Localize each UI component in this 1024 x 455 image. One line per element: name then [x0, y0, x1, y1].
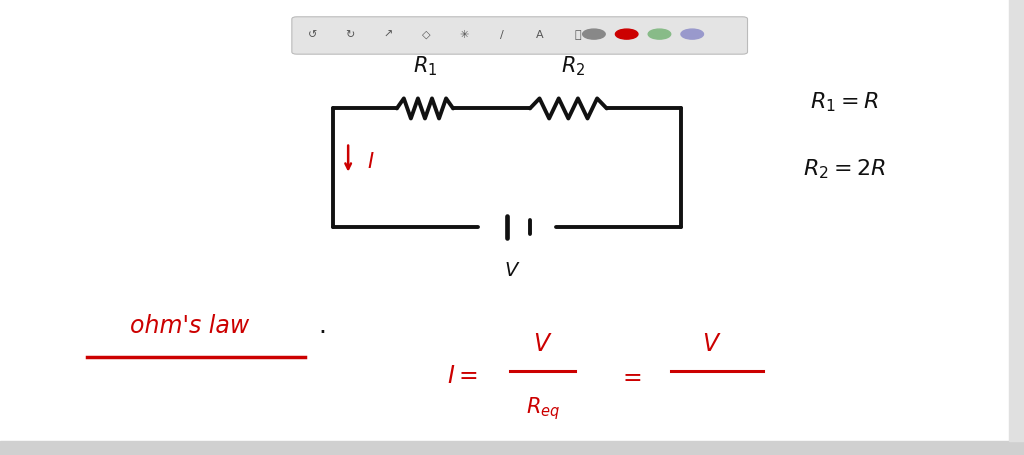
Bar: [0, 441, 1024, 455]
Text: ◇: ◇: [422, 30, 430, 40]
Bar: [1009, 0, 1024, 441]
Circle shape: [648, 30, 671, 40]
Circle shape: [615, 30, 638, 40]
Text: ohm's law: ohm's law: [130, 313, 249, 337]
Text: ↻: ↻: [345, 30, 355, 40]
Text: $R_1 = R$: $R_1 = R$: [810, 91, 880, 114]
Text: $V$: $V$: [701, 332, 722, 355]
Text: /: /: [500, 30, 504, 40]
Text: $R_{eq}$: $R_{eq}$: [525, 394, 560, 420]
FancyBboxPatch shape: [292, 18, 748, 55]
Text: A: A: [536, 30, 544, 40]
Text: $V$: $V$: [532, 332, 553, 355]
Text: $R_2 = 2R$: $R_2 = 2R$: [804, 157, 886, 180]
Text: ⬜: ⬜: [574, 30, 581, 40]
Circle shape: [583, 30, 605, 40]
Text: ↗: ↗: [383, 30, 393, 40]
Text: $=$: $=$: [617, 364, 642, 387]
Text: $I$: $I$: [367, 152, 375, 172]
Text: ✳: ✳: [459, 30, 469, 40]
Circle shape: [681, 30, 703, 40]
Text: .: .: [318, 313, 327, 337]
Text: $V$: $V$: [504, 262, 520, 280]
Text: $R_1$: $R_1$: [413, 54, 437, 78]
Text: $I =$: $I =$: [447, 364, 478, 387]
Text: ↺: ↺: [307, 30, 317, 40]
Text: $R_2$: $R_2$: [561, 54, 586, 78]
